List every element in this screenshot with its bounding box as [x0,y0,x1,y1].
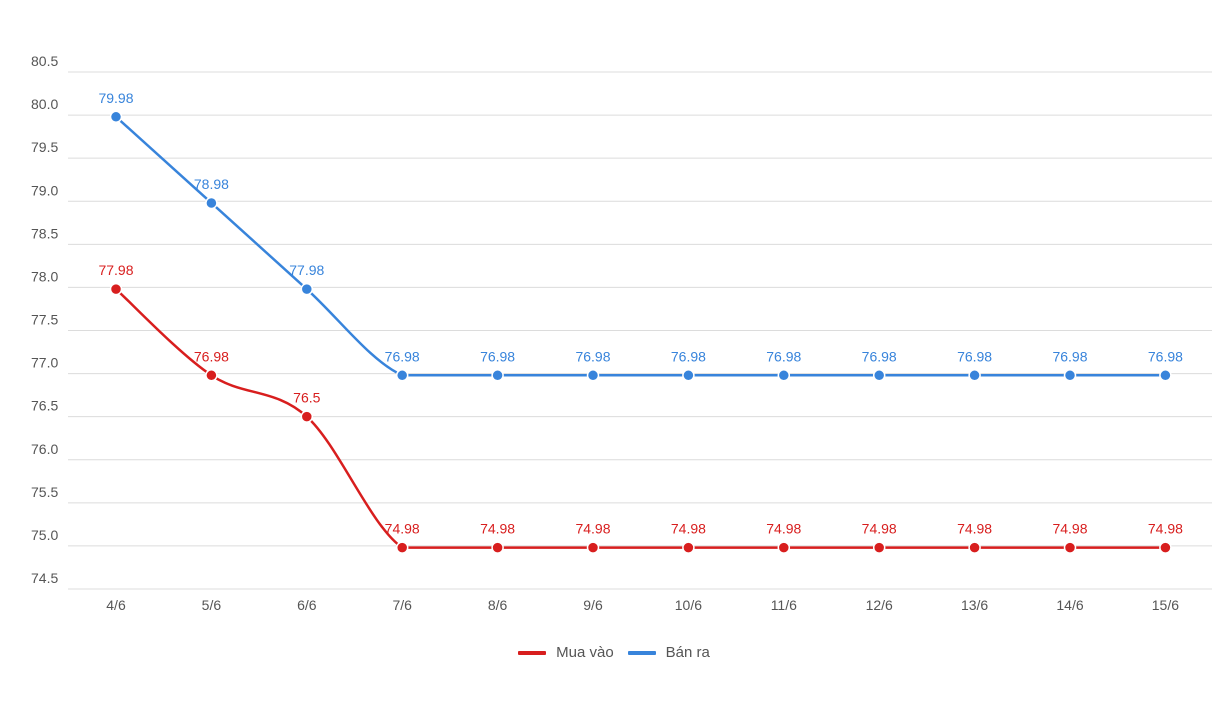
data-point [395,369,409,382]
data-point [109,282,123,296]
series-line [115,115,1166,377]
legend: Mua vào Bán ra [0,644,1228,661]
data-point [205,196,218,210]
y-tick-label: 80.0 [31,96,58,112]
legend-label-buy: Mua vào [556,644,614,661]
y-tick-label: 77.0 [31,355,58,371]
y-tick-label: 76.5 [31,398,58,414]
line-chart: 74.5 75.0 75.5 76.0 76.5 77.0 77.5 78.0 78.5 79.0… [31,53,1212,613]
data-label: 76.98 [671,348,706,364]
data-point [968,369,981,382]
data-point [300,410,314,423]
y-tick-label: 75.0 [31,527,58,543]
data-label: 76.5 [293,390,320,406]
y-tick-label: 74.5 [31,570,58,586]
y-tick-label: 79.5 [31,139,58,155]
data-label: 76.98 [385,348,420,364]
legend-item-sell[interactable]: Bán ra [627,644,710,661]
y-tick-label: 79.0 [31,182,58,198]
data-label: 77.98 [98,262,133,278]
x-tick-label: 7/6 [392,597,412,613]
data-label: 74.98 [1148,521,1183,537]
data-point [968,541,981,554]
data-point [1063,541,1077,554]
series-line [115,288,1166,549]
data-point [300,282,314,296]
data-label: 76.98 [1052,348,1087,364]
data-label: 79.98 [98,90,133,106]
data-label: 74.98 [1052,521,1087,537]
data-point [1159,369,1172,382]
data-label: 76.98 [480,348,515,364]
data-point [491,541,504,554]
x-tick-label: 8/6 [488,597,508,613]
data-point [872,369,886,382]
x-tick-label: 9/6 [583,597,603,613]
data-label: 74.98 [957,521,992,537]
y-tick-label: 75.5 [31,484,58,500]
data-point [109,110,123,124]
data-label: 76.98 [194,348,229,364]
x-tick-label: 13/6 [961,597,988,613]
data-point [872,541,886,554]
data-point [205,369,218,382]
data-point [682,541,695,554]
legend-swatch-sell [627,650,656,655]
x-tick-label: 14/6 [1056,597,1083,613]
legend-item-buy[interactable]: Mua vào [518,644,614,661]
data-point [1159,541,1172,554]
legend-swatch-buy [518,650,547,655]
data-label: 76.98 [957,348,992,364]
y-tick-label: 76.0 [31,441,58,457]
data-label: 76.98 [1148,348,1183,364]
data-point [395,541,409,554]
data-point [777,369,791,382]
data-point [777,541,791,554]
data-point [586,369,600,382]
data-point [1063,369,1077,382]
data-label: 76.98 [766,348,801,364]
x-tick-label: 15/6 [1152,597,1179,613]
data-label: 74.98 [766,521,801,537]
data-label: 74.98 [480,521,515,537]
data-label: 76.98 [575,348,610,364]
data-label: 78.98 [194,176,229,192]
data-label: 74.98 [671,521,706,537]
y-tick-label: 78.5 [31,225,58,241]
y-tick-label: 78.0 [31,268,58,284]
x-tick-label: 6/6 [297,597,317,613]
data-point [682,369,695,382]
y-tick-label: 80.5 [31,53,58,69]
data-label: 74.98 [385,521,420,537]
data-point [491,369,504,382]
x-tick-label: 12/6 [866,597,893,613]
data-point [586,541,600,554]
legend-label-sell: Bán ra [665,644,710,661]
x-tick-label: 4/6 [106,597,126,613]
data-label: 76.98 [862,348,897,364]
data-label: 74.98 [862,521,897,537]
x-tick-label: 5/6 [202,597,222,613]
data-label: 74.98 [575,521,610,537]
x-tick-label: 10/6 [675,597,702,613]
y-tick-label: 77.5 [31,312,58,328]
data-label: 77.98 [289,262,324,278]
x-tick-label: 11/6 [771,597,797,613]
